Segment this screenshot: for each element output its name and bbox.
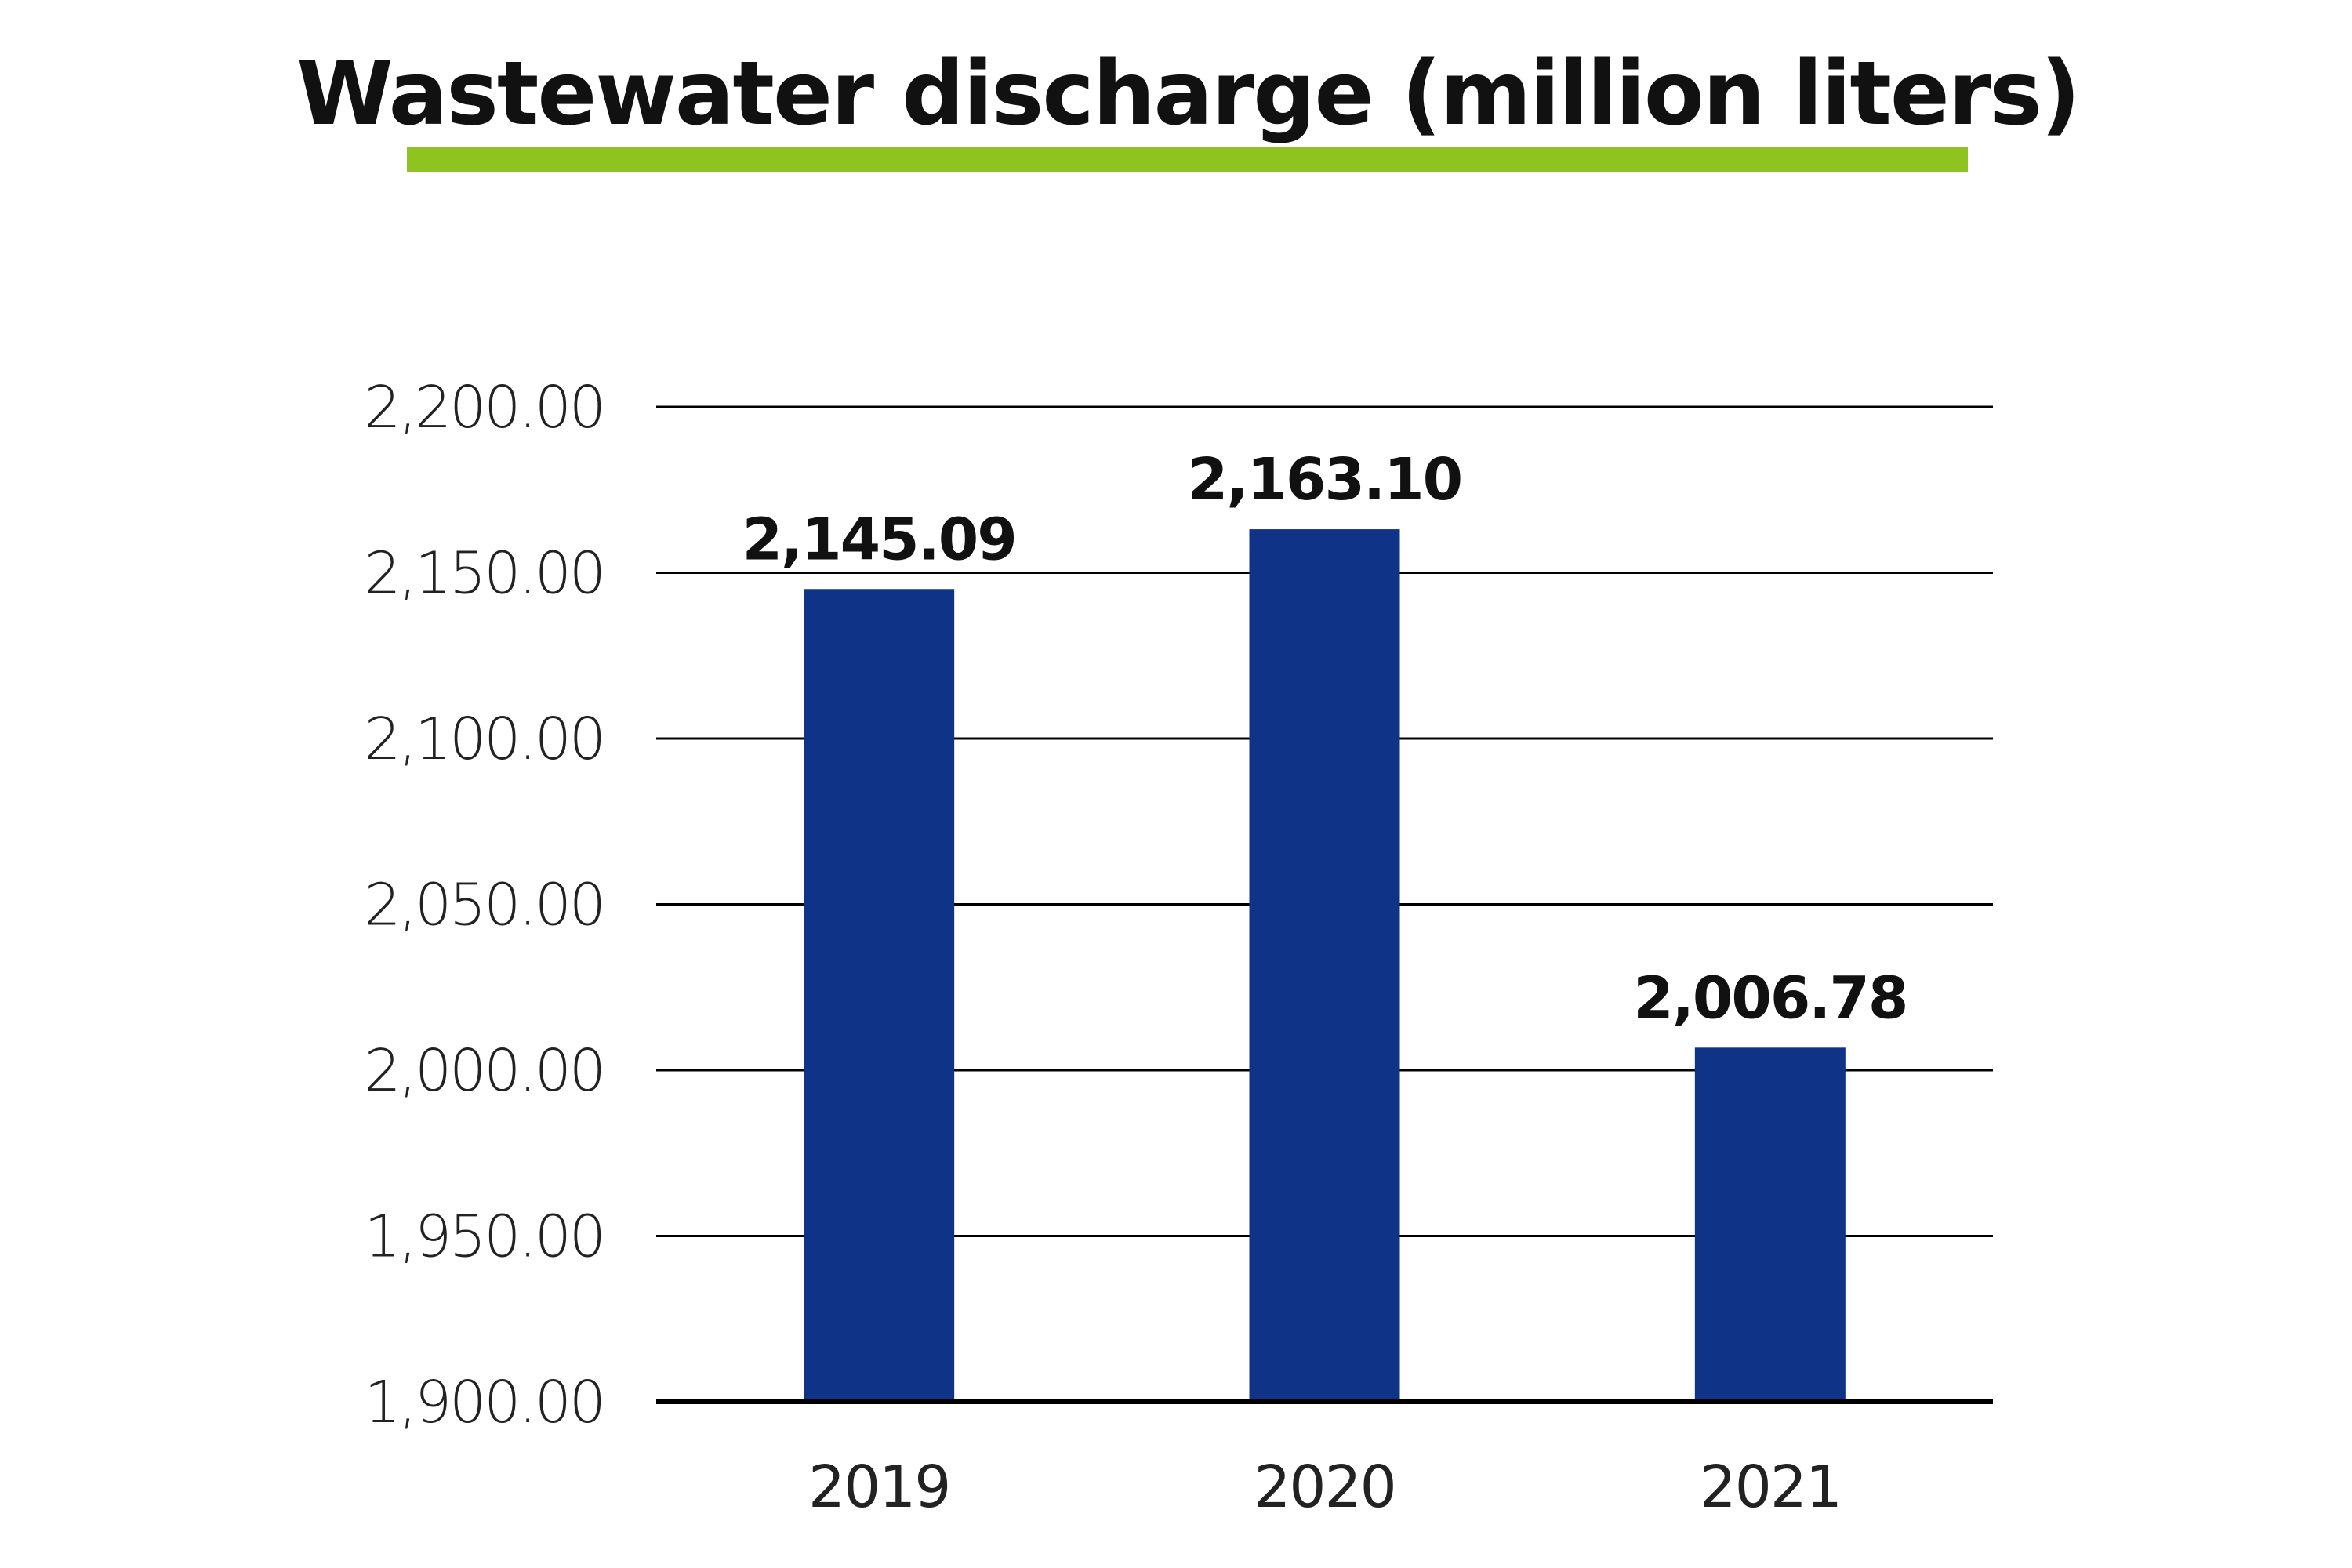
x-tick-label: 2020 bbox=[1254, 1454, 1395, 1521]
bar-2021 bbox=[1694, 1047, 1846, 1399]
chart-title: Wastewater discharge (million liters) bbox=[296, 43, 2081, 145]
y-tick-label: 2,000.00 bbox=[364, 1037, 604, 1105]
y-tick-label: 2,100.00 bbox=[364, 706, 604, 773]
bar-2020 bbox=[1249, 529, 1400, 1400]
y-tick-label: 1,950.00 bbox=[364, 1203, 604, 1271]
x-tick-label: 2021 bbox=[1700, 1454, 1841, 1521]
data-label: 2,163.10 bbox=[1188, 446, 1461, 514]
title-underline bbox=[407, 147, 1968, 172]
data-label: 2,145.09 bbox=[742, 506, 1016, 573]
y-tick-label: 1,900.00 bbox=[364, 1369, 604, 1436]
y-tick-label: 2,150.00 bbox=[364, 540, 604, 608]
data-label: 2,006.78 bbox=[1633, 964, 1907, 1032]
x-tick-label: 2019 bbox=[808, 1454, 949, 1521]
bar-2019 bbox=[804, 589, 955, 1399]
y-tick-label: 2,200.00 bbox=[364, 374, 604, 441]
y-tick-label: 2,050.00 bbox=[364, 872, 604, 939]
